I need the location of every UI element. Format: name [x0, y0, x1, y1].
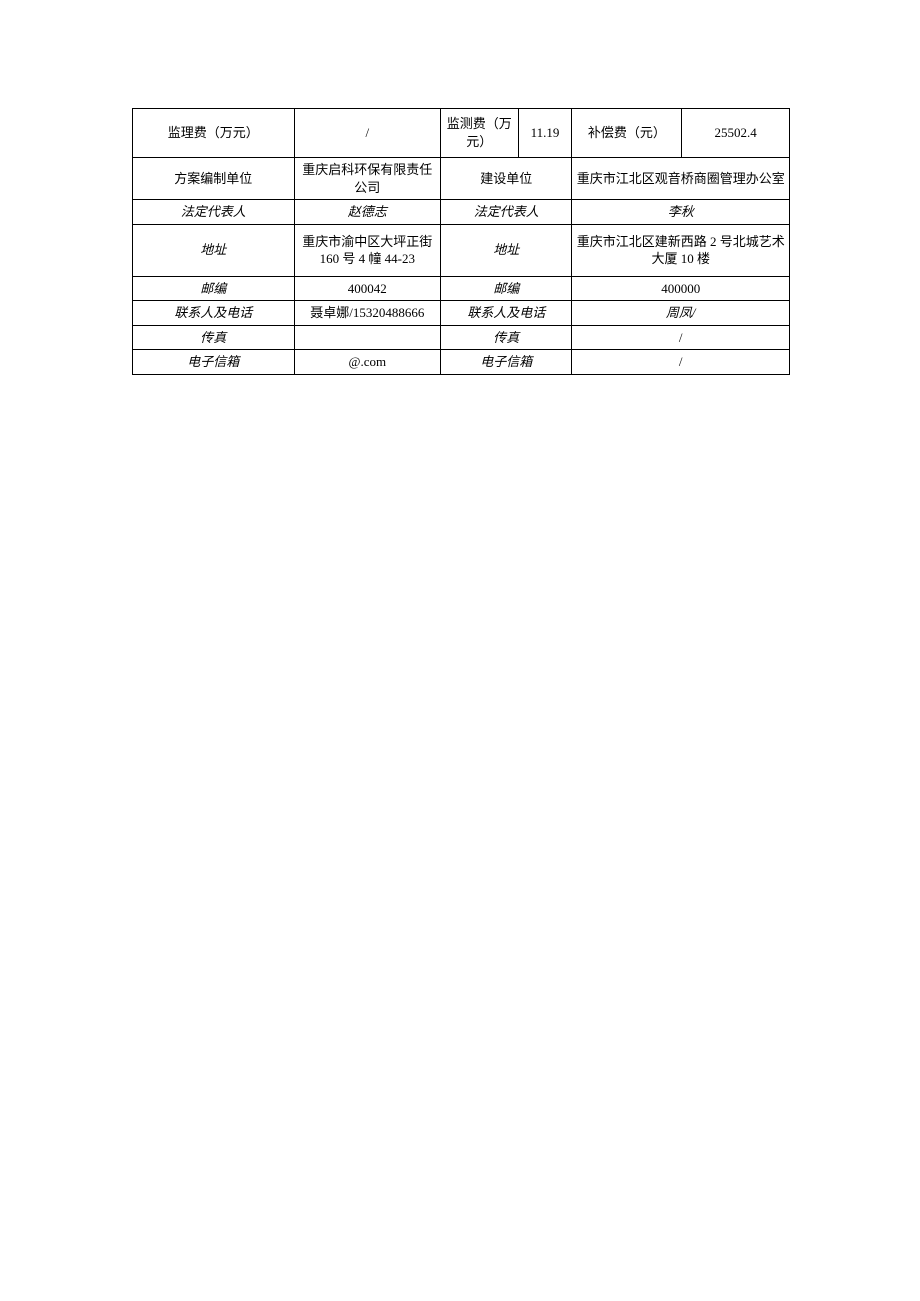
cell-email-value-right: / [572, 350, 790, 375]
cell-supervision-fee-label: 监理费（万元） [133, 109, 295, 158]
cell-fax-label-left: 传真 [133, 325, 295, 350]
cell-supervision-fee-value: / [294, 109, 440, 158]
cell-plan-unit-label: 方案编制单位 [133, 158, 295, 200]
cell-email-value-left: @.com [294, 350, 440, 375]
cell-address-label-right: 地址 [441, 224, 572, 276]
cell-postcode-value-left: 400042 [294, 276, 440, 301]
cell-fax-label-right: 传真 [441, 325, 572, 350]
table-row: 监理费（万元） / 监测费（万元） 11.19 补偿费（元） 25502.4 [133, 109, 790, 158]
cell-contact-label-left: 联系人及电话 [133, 301, 295, 326]
cell-monitoring-fee-value: 11.19 [518, 109, 572, 158]
table-row: 法定代表人 赵德志 法定代表人 李秋 [133, 200, 790, 225]
cell-legal-rep-value-left: 赵德志 [294, 200, 440, 225]
cell-legal-rep-value-right: 李秋 [572, 200, 790, 225]
cell-legal-rep-label-right: 法定代表人 [441, 200, 572, 225]
cell-address-label-left: 地址 [133, 224, 295, 276]
cell-construction-unit-value: 重庆市江北区观音桥商圈管理办公室 [572, 158, 790, 200]
cell-contact-value-right: 周凤/ [572, 301, 790, 326]
cell-postcode-label-left: 邮编 [133, 276, 295, 301]
cell-compensation-fee-label: 补偿费（元） [572, 109, 682, 158]
table-row: 电子信箱 @.com 电子信箱 / [133, 350, 790, 375]
cell-legal-rep-label-left: 法定代表人 [133, 200, 295, 225]
table-row: 方案编制单位 重庆启科环保有限责任公司 建设单位 重庆市江北区观音桥商圈管理办公… [133, 158, 790, 200]
info-table: 监理费（万元） / 监测费（万元） 11.19 补偿费（元） 25502.4 方… [132, 108, 790, 375]
cell-postcode-value-right: 400000 [572, 276, 790, 301]
cell-construction-unit-label: 建设单位 [441, 158, 572, 200]
cell-postcode-label-right: 邮编 [441, 276, 572, 301]
table-row: 传真 传真 / [133, 325, 790, 350]
cell-monitoring-fee-label: 监测费（万元） [441, 109, 519, 158]
cell-email-label-right: 电子信箱 [441, 350, 572, 375]
cell-compensation-fee-value: 25502.4 [682, 109, 790, 158]
table-row: 邮编 400042 邮编 400000 [133, 276, 790, 301]
cell-fax-value-left [294, 325, 440, 350]
cell-contact-label-right: 联系人及电话 [441, 301, 572, 326]
cell-plan-unit-value: 重庆启科环保有限责任公司 [294, 158, 440, 200]
table-row: 联系人及电话 聂卓娜/15320488666 联系人及电话 周凤/ [133, 301, 790, 326]
cell-fax-value-right: / [572, 325, 790, 350]
cell-address-value-right: 重庆市江北区建新西路 2 号北城艺术大厦 10 楼 [572, 224, 790, 276]
table-row: 地址 重庆市渝中区大坪正街 160 号 4 幢 44-23 地址 重庆市江北区建… [133, 224, 790, 276]
cell-email-label-left: 电子信箱 [133, 350, 295, 375]
cell-address-value-left: 重庆市渝中区大坪正街 160 号 4 幢 44-23 [294, 224, 440, 276]
cell-contact-value-left: 聂卓娜/15320488666 [294, 301, 440, 326]
